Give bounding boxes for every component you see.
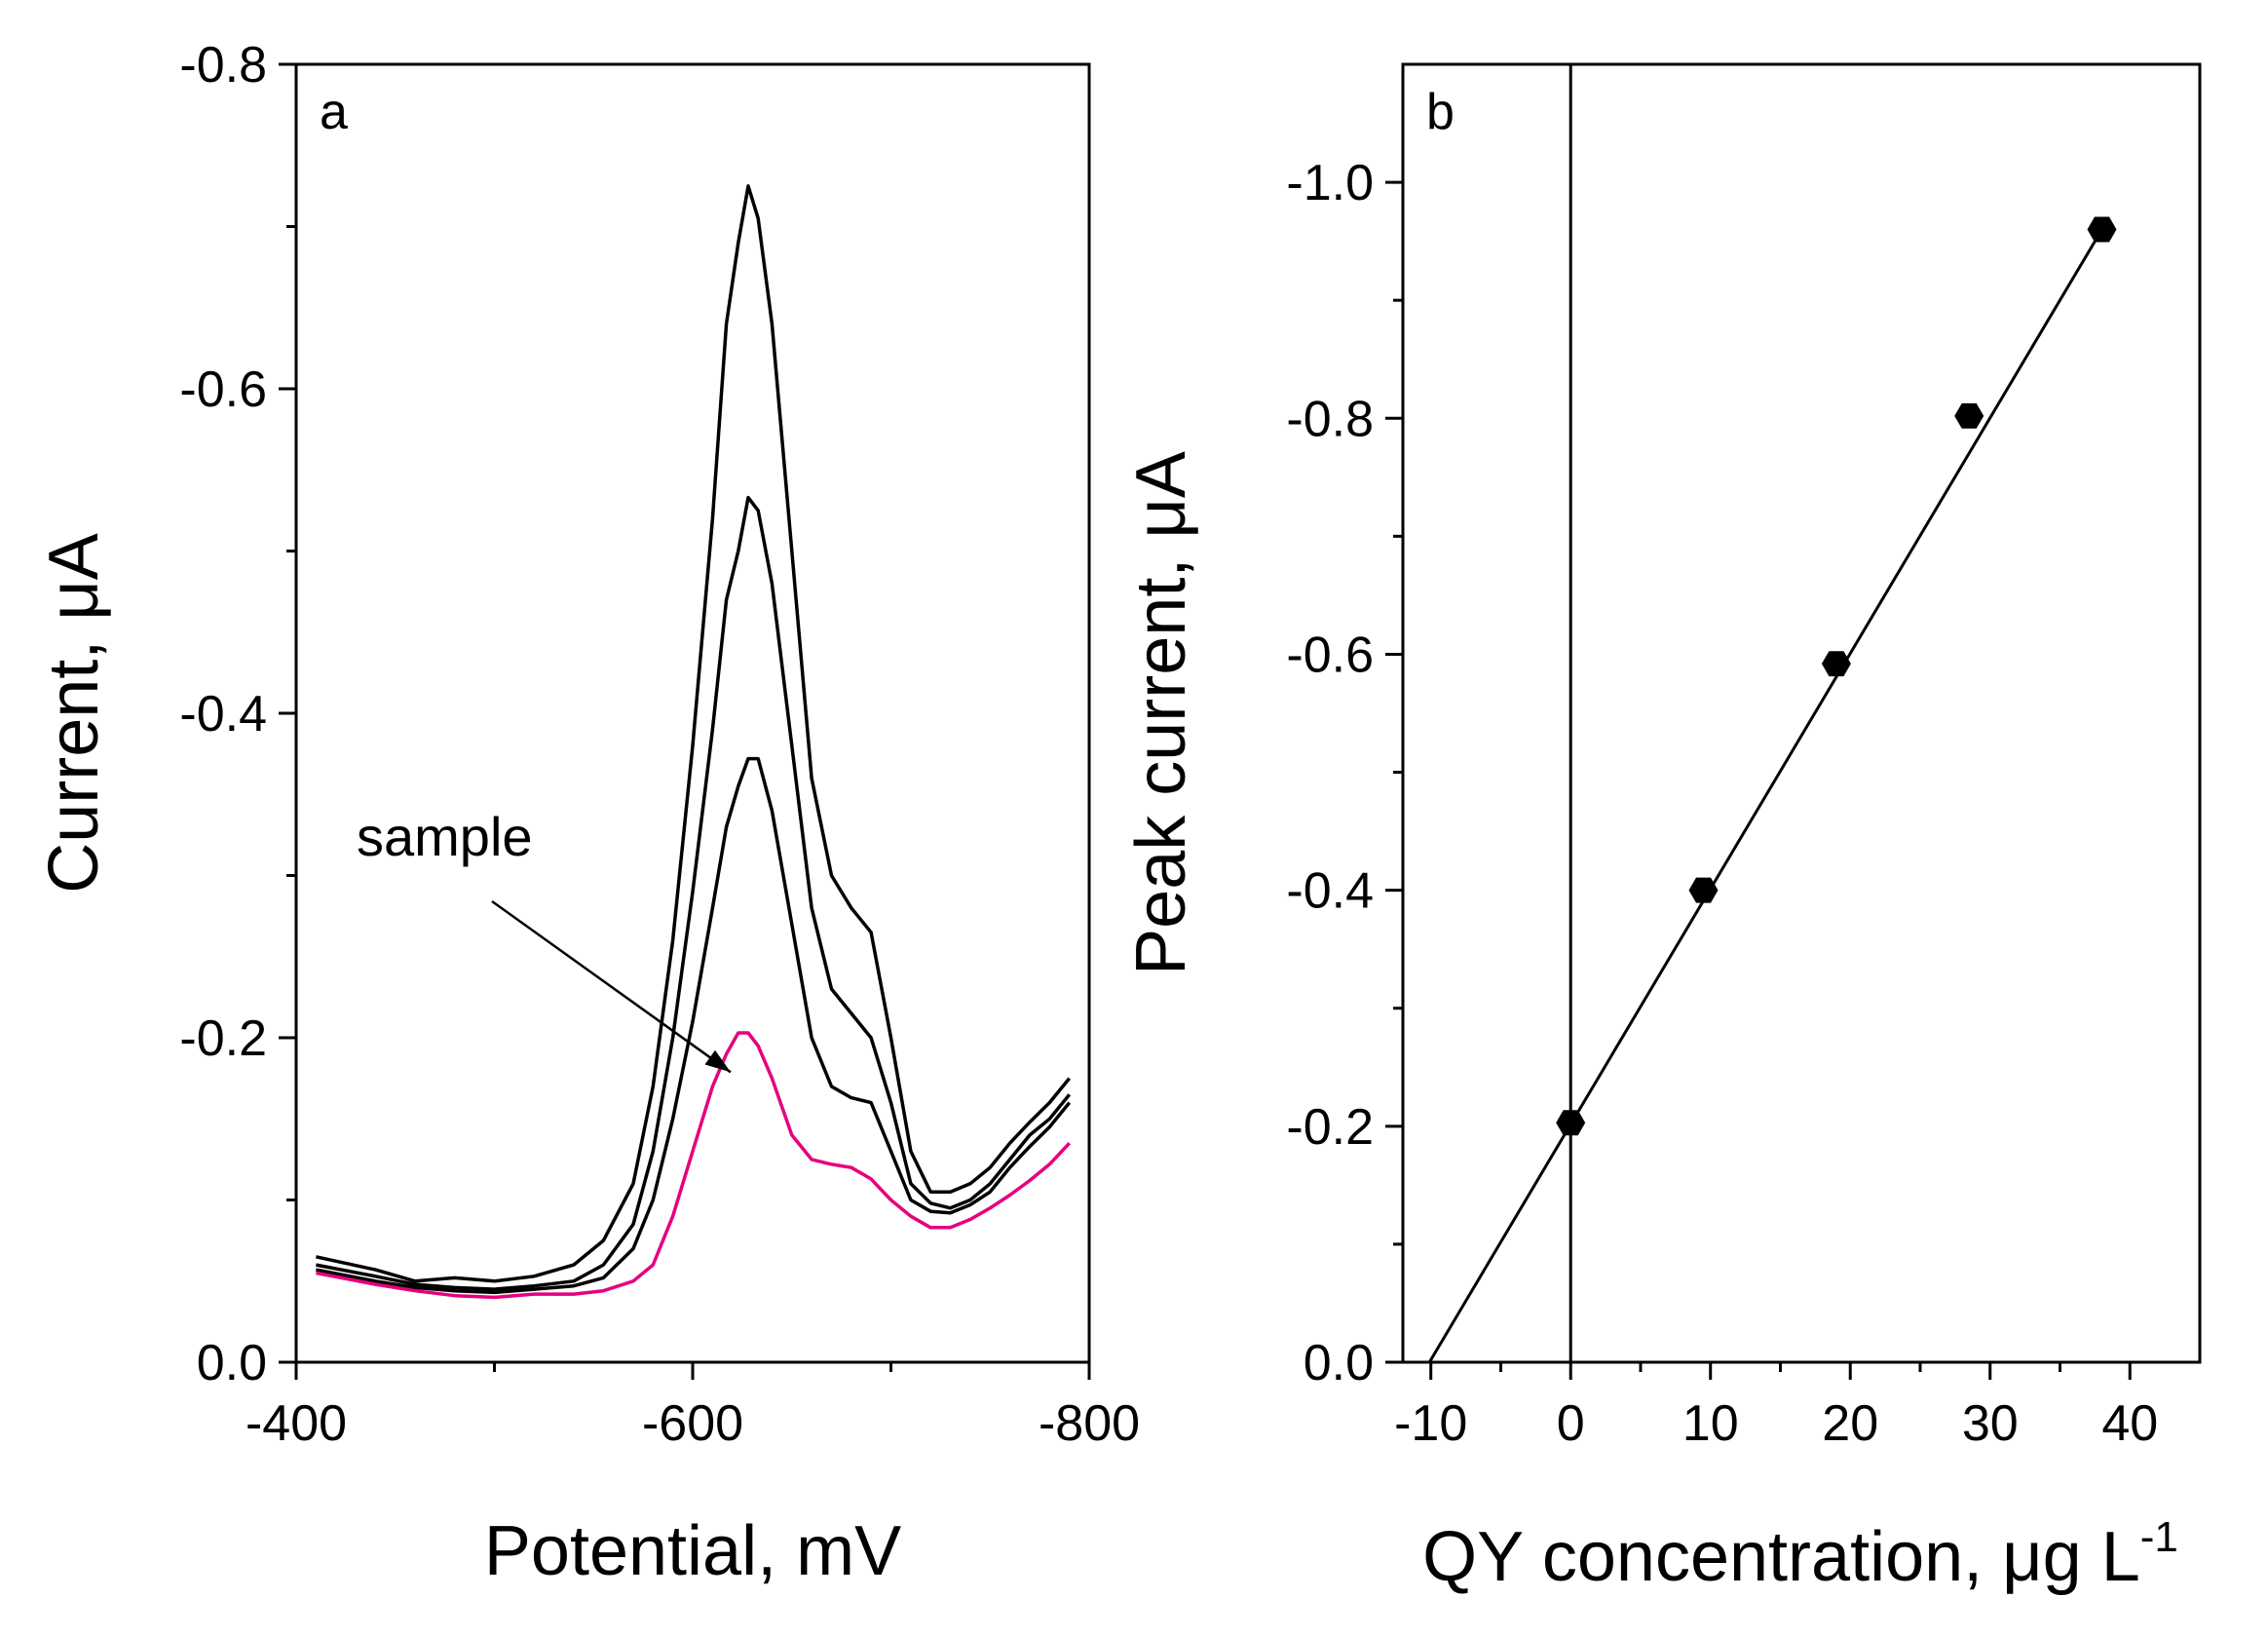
panel-b: 0.0 -0.2 -0.4 -0.6 -0.8 -1.0 -10 0 10 20 30 40 b QY c… — [1122, 62, 2202, 1596]
fit-line — [1427, 228, 2103, 1363]
y-axis-title-a: Current, μA — [35, 533, 113, 894]
plot-frame-a — [294, 62, 1091, 1364]
data-point — [2087, 216, 2117, 243]
x-tick-label-b: 0 — [1557, 1395, 1585, 1452]
annotation-arrow-line — [491, 899, 732, 1074]
series-line-2 — [316, 495, 1072, 1291]
data-point — [1556, 1110, 1586, 1136]
data-point — [1688, 877, 1719, 903]
x-axis-title-b: QY concentration, μg L-1 — [1422, 1513, 2178, 1596]
y-tick-label-a: -0.2 — [179, 1010, 267, 1067]
x-axis-title-a: Potential, mV — [484, 1512, 901, 1590]
y-tick-label-b: -0.8 — [1286, 391, 1374, 447]
plot-frame-b — [1401, 62, 2202, 1364]
data-point — [1821, 651, 1851, 677]
x-tick-label-a: -600 — [642, 1395, 743, 1452]
annotation-sample: sample — [357, 806, 533, 867]
y-tick-label-b: -1.0 — [1286, 155, 1374, 211]
annotation-arrow-head — [704, 1049, 731, 1073]
y-tick-label-a: -0.4 — [179, 686, 267, 742]
y-tick-label-b: -0.6 — [1286, 627, 1374, 683]
y-tick-label-b: 0.0 — [1304, 1335, 1374, 1391]
x-tick-label-b: 20 — [1822, 1395, 1878, 1452]
x-tick-label-b: 10 — [1682, 1395, 1739, 1452]
y-tick-label-b: -0.2 — [1286, 1099, 1374, 1156]
series-line-1 — [316, 184, 1072, 1283]
data-point — [1954, 402, 1984, 429]
panel-a: 0.0 -0.2 -0.4 -0.6 -0.8 -400 -600 -800 sample a Po… — [35, 37, 1140, 1590]
x-tick-label-a: -400 — [246, 1395, 347, 1452]
x-tick-label-b: -10 — [1394, 1395, 1467, 1452]
y-tick-label-a: -0.6 — [179, 362, 267, 418]
x-axis-title-b-main: QY concentration, μg L — [1422, 1518, 2140, 1596]
y-axis-title-b: Peak current, μA — [1122, 451, 1200, 975]
y-tick-label-b: -0.4 — [1286, 863, 1374, 920]
x-axis-title-b-superscript: -1 — [2140, 1513, 2178, 1561]
x-tick-label-b: 30 — [1962, 1395, 2019, 1452]
panel-label-b: b — [1426, 84, 1455, 140]
x-tick-label-b: 40 — [2101, 1395, 2158, 1452]
y-tick-label-a: -0.8 — [179, 37, 267, 94]
series-line-3 — [316, 756, 1072, 1295]
series-line-sample — [316, 1031, 1071, 1300]
y-tick-label-a: 0.0 — [197, 1335, 267, 1391]
panel-label-a: a — [320, 84, 348, 140]
x-tick-label-a: -800 — [1039, 1395, 1140, 1452]
